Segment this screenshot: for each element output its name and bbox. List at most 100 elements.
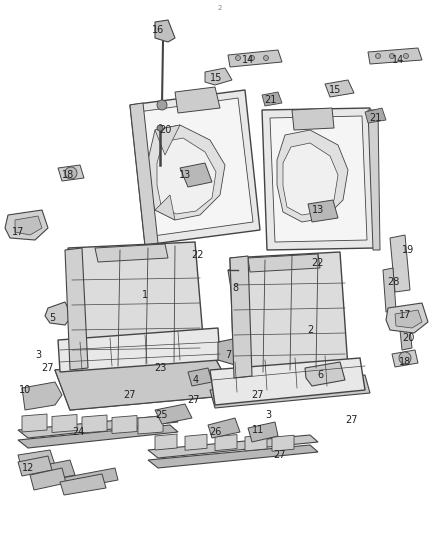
Polygon shape <box>392 350 418 367</box>
Polygon shape <box>155 125 180 155</box>
Polygon shape <box>55 358 235 410</box>
Text: 2: 2 <box>218 5 222 11</box>
Polygon shape <box>248 254 320 272</box>
Text: 25: 25 <box>156 410 168 420</box>
Text: 16: 16 <box>152 25 164 35</box>
Polygon shape <box>210 358 365 405</box>
Text: 2: 2 <box>307 325 313 335</box>
Polygon shape <box>95 244 168 262</box>
Polygon shape <box>245 435 267 451</box>
Polygon shape <box>148 125 225 220</box>
Text: 17: 17 <box>399 310 411 320</box>
Polygon shape <box>157 138 216 214</box>
Polygon shape <box>112 416 137 433</box>
Polygon shape <box>270 116 367 242</box>
Polygon shape <box>148 435 318 458</box>
Text: 18: 18 <box>399 357 411 367</box>
Circle shape <box>403 53 409 59</box>
Polygon shape <box>130 90 260 245</box>
Text: 13: 13 <box>312 205 324 215</box>
Text: 22: 22 <box>312 258 324 268</box>
Text: 19: 19 <box>402 245 414 255</box>
Text: 27: 27 <box>42 363 54 373</box>
Polygon shape <box>283 143 338 215</box>
Polygon shape <box>386 303 428 333</box>
Polygon shape <box>58 165 84 181</box>
Text: 8: 8 <box>232 283 238 293</box>
Polygon shape <box>138 416 163 434</box>
Polygon shape <box>277 130 348 222</box>
Circle shape <box>389 53 395 59</box>
Polygon shape <box>155 20 175 42</box>
Polygon shape <box>390 235 410 292</box>
Text: 14: 14 <box>242 55 254 65</box>
Text: 6: 6 <box>317 370 323 380</box>
Text: 15: 15 <box>329 85 341 95</box>
Text: 15: 15 <box>210 73 222 83</box>
Circle shape <box>250 55 254 61</box>
Polygon shape <box>18 456 52 476</box>
Text: 20: 20 <box>159 125 171 135</box>
Polygon shape <box>365 108 386 123</box>
Polygon shape <box>292 108 334 130</box>
Polygon shape <box>228 50 282 67</box>
Polygon shape <box>308 200 338 222</box>
Text: 18: 18 <box>62 170 74 180</box>
Polygon shape <box>155 404 192 424</box>
Polygon shape <box>138 98 253 236</box>
Circle shape <box>236 55 240 61</box>
Polygon shape <box>148 362 180 382</box>
Polygon shape <box>30 460 75 483</box>
Polygon shape <box>130 103 158 245</box>
Text: 14: 14 <box>392 55 404 65</box>
Text: 4: 4 <box>193 375 199 385</box>
Polygon shape <box>5 210 48 240</box>
Polygon shape <box>62 468 118 490</box>
Polygon shape <box>230 256 252 378</box>
Polygon shape <box>60 474 106 495</box>
Text: 10: 10 <box>19 385 31 395</box>
Text: 3: 3 <box>35 350 41 360</box>
Polygon shape <box>18 450 55 470</box>
Polygon shape <box>248 422 278 442</box>
Polygon shape <box>45 302 72 325</box>
Polygon shape <box>82 415 107 433</box>
Text: 24: 24 <box>72 427 84 437</box>
Polygon shape <box>230 252 348 375</box>
Circle shape <box>157 100 167 110</box>
Polygon shape <box>55 358 235 410</box>
Text: 27: 27 <box>252 390 264 400</box>
Polygon shape <box>15 216 42 235</box>
Polygon shape <box>188 368 212 386</box>
Text: 28: 28 <box>387 277 399 287</box>
Text: 11: 11 <box>252 425 264 435</box>
Circle shape <box>157 125 163 131</box>
Text: 1: 1 <box>142 290 148 300</box>
Polygon shape <box>368 110 380 250</box>
Polygon shape <box>22 414 47 432</box>
Text: 21: 21 <box>264 95 276 105</box>
Polygon shape <box>68 242 205 368</box>
Polygon shape <box>180 163 212 187</box>
Polygon shape <box>175 87 220 113</box>
Polygon shape <box>30 468 66 490</box>
Text: 26: 26 <box>209 427 221 437</box>
Text: 27: 27 <box>187 395 199 405</box>
Text: 21: 21 <box>369 113 381 123</box>
Polygon shape <box>22 382 62 410</box>
Polygon shape <box>185 434 207 450</box>
Circle shape <box>375 53 381 59</box>
Text: 20: 20 <box>402 333 414 343</box>
Text: 27: 27 <box>274 450 286 460</box>
Polygon shape <box>262 108 375 250</box>
Polygon shape <box>65 248 88 370</box>
Text: 23: 23 <box>154 363 166 373</box>
Polygon shape <box>400 328 412 350</box>
Text: 7: 7 <box>225 350 231 360</box>
Polygon shape <box>325 80 354 97</box>
Polygon shape <box>215 434 237 450</box>
Polygon shape <box>368 48 422 64</box>
Polygon shape <box>205 68 232 85</box>
Text: 3: 3 <box>265 410 271 420</box>
Polygon shape <box>58 328 220 372</box>
